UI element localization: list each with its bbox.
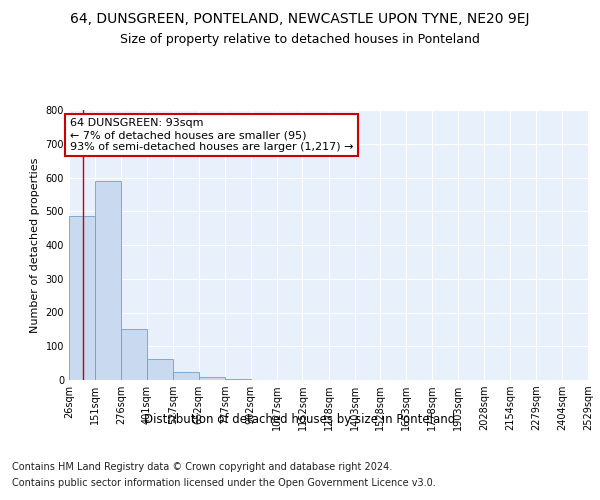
Text: Contains HM Land Registry data © Crown copyright and database right 2024.: Contains HM Land Registry data © Crown c… [12,462,392,472]
Text: Distribution of detached houses by size in Ponteland: Distribution of detached houses by size … [145,412,455,426]
Bar [121,330,147,380]
Bar [199,378,225,380]
Text: 64, DUNSGREEN, PONTELAND, NEWCASTLE UPON TYNE, NE20 9EJ: 64, DUNSGREEN, PONTELAND, NEWCASTLE UPON… [70,12,530,26]
Y-axis label: Number of detached properties: Number of detached properties [30,158,40,332]
Bar [95,181,121,380]
Bar [69,216,95,380]
Text: Size of property relative to detached houses in Ponteland: Size of property relative to detached ho… [120,32,480,46]
Text: 64 DUNSGREEN: 93sqm
← 7% of detached houses are smaller (95)
93% of semi-detache: 64 DUNSGREEN: 93sqm ← 7% of detached hou… [70,118,353,152]
Bar [147,359,173,380]
Text: Contains public sector information licensed under the Open Government Licence v3: Contains public sector information licen… [12,478,436,488]
Bar [173,372,199,380]
